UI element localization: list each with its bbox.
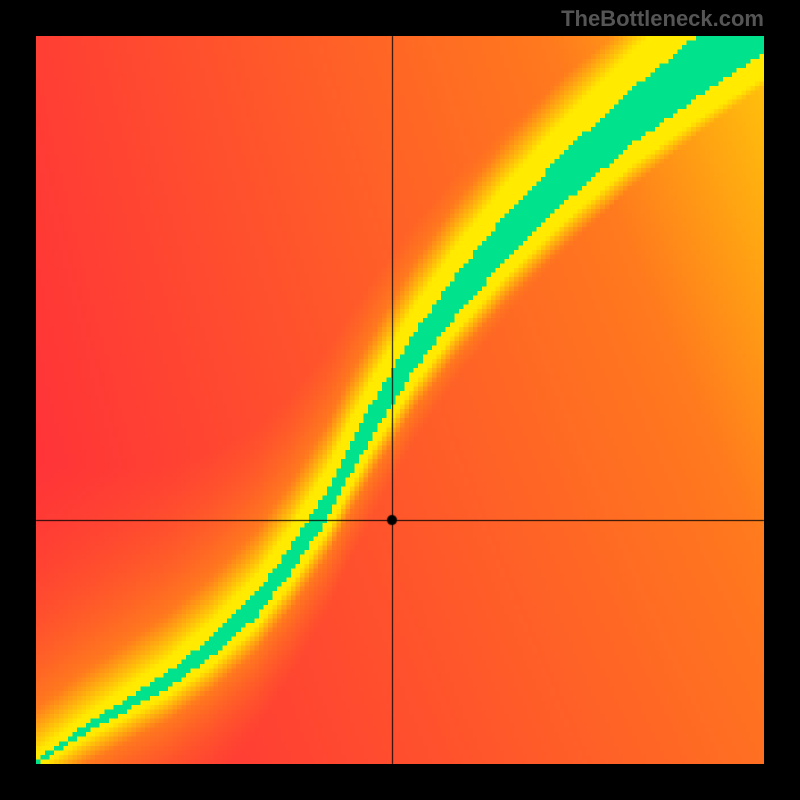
watermark-text: TheBottleneck.com — [561, 6, 764, 32]
bottleneck-heatmap — [36, 36, 764, 764]
chart-container: { "watermark": { "text": "TheBottleneck.… — [0, 0, 800, 800]
